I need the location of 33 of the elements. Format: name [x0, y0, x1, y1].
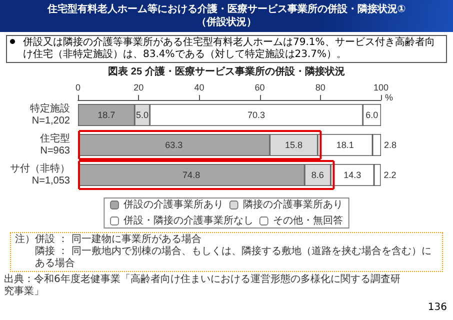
x-axis-title: % [385, 92, 394, 102]
chart-title: 住宅型有料老人ホーム等における介護・医療サービス事業所の併設・隣接状況① （併設状況） [0, 0, 453, 32]
legend-label: 併設・隣接の介護事業所なし [124, 214, 254, 226]
legend-label: その他・無回答 [272, 214, 343, 226]
legend-label: 隣接の介護事業所あり [242, 198, 343, 210]
x-tick-label: 100 [373, 82, 389, 92]
y-tick-label: 住宅型 N=963 [40, 132, 70, 156]
x-tick-label: 20 [134, 82, 144, 92]
legend-label: 併設の介護事業所あり [124, 198, 224, 210]
data-label: 15.8 [284, 140, 302, 150]
data-label: 18.1 [336, 140, 354, 150]
data-label: 8.6 [311, 170, 324, 180]
data-label: 18.7 [98, 110, 116, 120]
x-tick-label: 0 [75, 82, 81, 92]
x-tick-label: 60 [254, 82, 265, 92]
data-label: 5.0 [136, 110, 148, 120]
source-note: 出典：令和6年度老健事業「高齢者向け住まいにおける運営形態の多様化に関する調査研究事業」 [4, 274, 402, 298]
y-tick-label: 特定施設 N=1,202 [30, 102, 70, 126]
data-label: 63.3 [165, 140, 183, 150]
chart-subtitle: 図表 25 介護・医療サービス事業所の併設・隣接状況 [108, 66, 345, 78]
data-label: 2.8 [384, 140, 397, 150]
data-label: 74.8 [182, 170, 200, 180]
text: 136 [428, 302, 447, 313]
text: 併設又は隣接の介護等事業所がある住宅型有料老人ホームは79.1%、サービス付き高齢者向け住宅（非特定施設）は、83.4%である（対して特定施設は23.7%）。 [6, 35, 447, 63]
data-label: 6.0 [366, 110, 378, 120]
y-tick-label: サ付（非特） N=1,053 [10, 162, 70, 186]
text: 隣接 ： 同一敷地内で別棟の場合、もしくは、隣接する敷地（道路を挟む場合を含む）にある場合 [34, 246, 432, 270]
data-label: 2.2 [384, 170, 396, 180]
data-label: 70.3 [248, 110, 266, 120]
data-label: 14.3 [344, 170, 362, 180]
text: 注）併設 ： 同一建物に事業所がある場合 [15, 234, 202, 246]
x-tick-label: 40 [194, 82, 204, 92]
x-tick-label: 80 [315, 82, 326, 92]
